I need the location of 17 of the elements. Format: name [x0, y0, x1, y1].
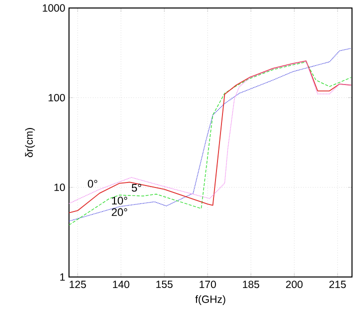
x-tick-label: 140 [113, 280, 130, 288]
x-tick-label: 185 [243, 280, 260, 288]
series-label: 10° [112, 196, 128, 205]
x-tick-label: 155 [156, 280, 173, 288]
y-tick-label: 10 [54, 184, 65, 192]
y-tick-label: 1000 [42, 4, 65, 12]
x-tick-label: 215 [329, 280, 346, 288]
series-label: 20° [112, 208, 128, 216]
series-label: 5° [132, 184, 142, 192]
x-tick-label: 170 [200, 280, 216, 288]
y-tick-label: 1 [60, 273, 65, 281]
x-tick-label: 125 [70, 280, 86, 288]
y-tick-label: 100 [48, 94, 65, 102]
x-tick-label: 200 [286, 280, 303, 288]
series-label: 0° [88, 180, 98, 188]
x-axis-title: f(GHz) [195, 295, 226, 306]
y-axis-title: δr(cm) [25, 128, 35, 158]
